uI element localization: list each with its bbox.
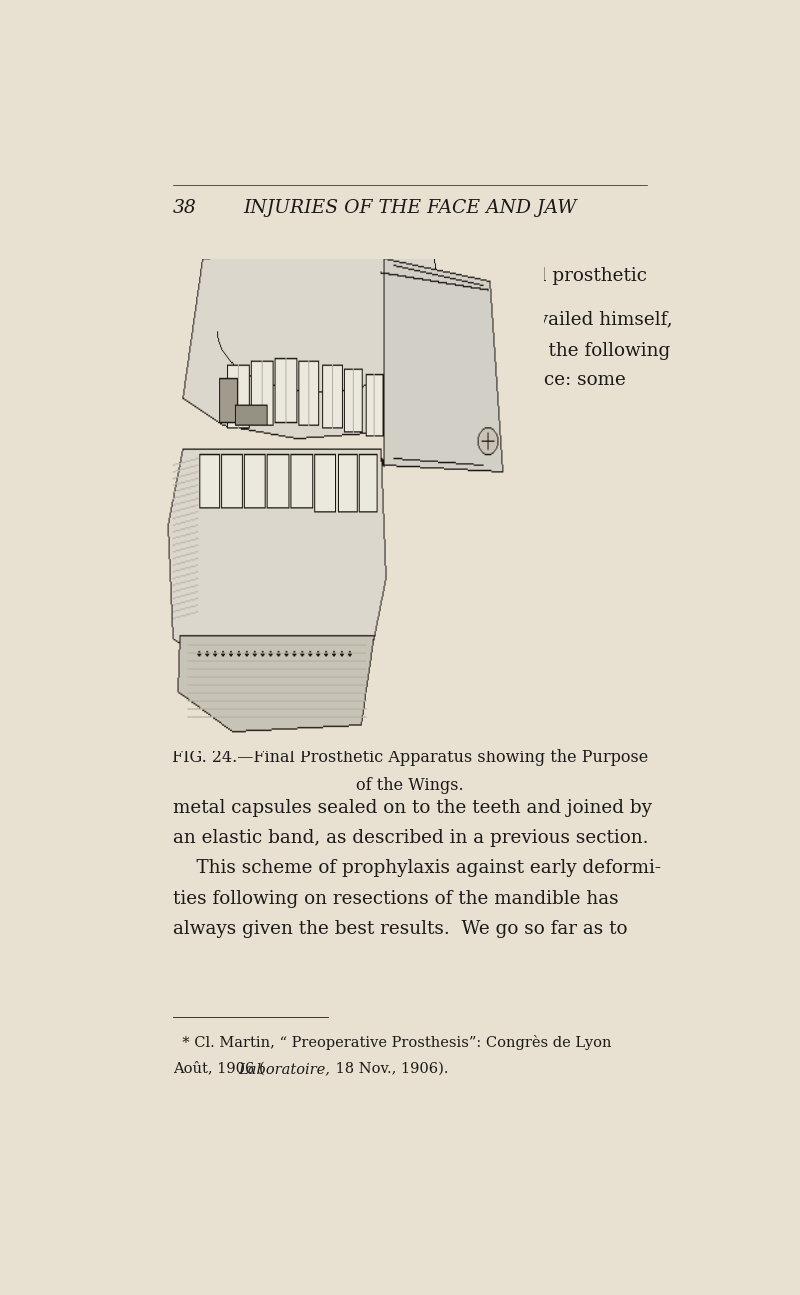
Text: One of us has on several occasions availed himself,: One of us has on several occasions avail… [173,310,673,328]
Text: 18 Nov., 1906).: 18 Nov., 1906). [331,1062,449,1076]
Text: device by way of a preoperative appliance: some: device by way of a preoperative applianc… [173,370,626,388]
Text: apparatus* (Fig. 24).: apparatus* (Fig. 24). [173,298,367,316]
Text: 38: 38 [173,199,197,218]
Text: FIG. 24.—Final Prosthetic Apparatus showing the Purpose: FIG. 24.—Final Prosthetic Apparatus show… [172,749,648,765]
Text: of the Wings.: of the Wings. [356,777,464,794]
Text: INJURIES OF THE FACE AND JAW: INJURIES OF THE FACE AND JAW [243,199,577,218]
Text: metal capsules sealed on to the teeth and joined by: metal capsules sealed on to the teeth an… [173,799,652,817]
Text: always given the best results.  We go so far as to: always given the best results. We go so … [173,921,628,938]
Text: continuity of the jaw by means of a final prosthetic: continuity of the jaw by means of a fina… [173,267,647,285]
Text: an elastic band, as described in a previous section.: an elastic band, as described in a previ… [173,829,649,847]
Text: This scheme of prophylaxis against early deformi-: This scheme of prophylaxis against early… [173,860,661,878]
Text: Août, 1906 (: Août, 1906 ( [173,1062,265,1076]
Text: ties following on resections of the mandible has: ties following on resections of the mand… [173,890,618,908]
Text: * Cl. Martin, “ Preoperative Prosthesis”: Congrès de Lyon: * Cl. Martin, “ Preoperative Prosthesis”… [173,1035,612,1050]
Text: Laboratoire,: Laboratoire, [238,1062,330,1076]
Text: in the clinic of his chief, M. Sébileau, of the following: in the clinic of his chief, M. Sébileau,… [173,341,670,360]
